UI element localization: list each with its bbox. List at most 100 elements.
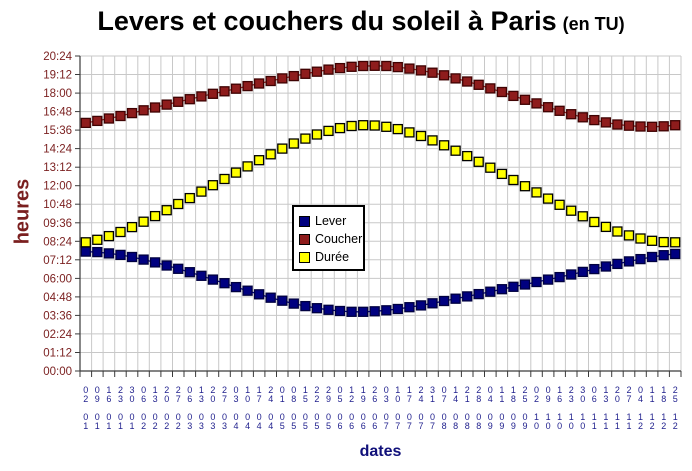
y-tick-label: 00:00 <box>43 366 72 378</box>
x-tick-label: 1 <box>603 421 608 431</box>
marker-duree <box>161 205 172 216</box>
x-tick-label: 1 <box>499 394 504 404</box>
x-tick-label: 1 <box>430 394 435 404</box>
marker-lever <box>600 261 612 272</box>
x-tick-label: 1 <box>280 394 285 404</box>
x-tick-label: 1 <box>257 385 262 395</box>
marker-coucher <box>566 109 577 120</box>
marker-duree <box>300 133 311 144</box>
x-tick-label: 0 <box>95 412 100 422</box>
x-tick-label: 8 <box>661 394 666 404</box>
marker-lever <box>92 246 103 258</box>
marker-duree <box>219 173 230 185</box>
x-tick-label: 0 <box>153 412 158 422</box>
marker-coucher <box>265 75 276 87</box>
x-tick-label: 1 <box>118 421 123 431</box>
x-tick-label: 0 <box>337 385 342 395</box>
marker-lever <box>230 281 242 293</box>
marker-duree <box>600 221 612 233</box>
x-tick-label: 2 <box>314 385 319 395</box>
x-tick-label: 0 <box>522 412 527 422</box>
x-tick-label: 3 <box>384 394 389 404</box>
marker-lever <box>658 250 669 261</box>
marker-lever <box>450 293 461 304</box>
x-tick-label: 0 <box>210 394 215 404</box>
marker-coucher <box>80 117 91 129</box>
x-tick-label: 9 <box>326 394 331 404</box>
marker-duree <box>496 168 508 180</box>
series-coucher <box>80 60 681 132</box>
marker-duree <box>462 150 473 162</box>
x-tick-label: 3 <box>233 394 238 404</box>
marker-coucher <box>184 94 195 105</box>
marker-lever <box>531 276 542 288</box>
y-tick-label: 12:00 <box>43 181 72 193</box>
marker-duree <box>658 236 669 248</box>
x-tick-label: 2 <box>476 385 481 395</box>
x-tick-label: 1 <box>199 385 204 395</box>
x-tick-label: 8 <box>476 394 481 404</box>
marker-coucher <box>623 120 635 131</box>
legend-label-duree: Durée <box>315 250 350 264</box>
marker-duree <box>311 129 323 140</box>
marker-duree <box>404 127 415 138</box>
x-tick-label: 4 <box>453 394 458 404</box>
marker-lever <box>670 248 681 260</box>
marker-lever <box>415 300 427 311</box>
x-tick-label: 1 <box>153 385 158 395</box>
x-tick-label: 6 <box>187 394 192 404</box>
marker-coucher <box>92 115 103 127</box>
x-tick-label: 1 <box>129 421 134 431</box>
x-tick-label: 0 <box>129 412 134 422</box>
marker-duree <box>542 193 554 204</box>
chart-title: Levers et couchers du soleil à Paris (en … <box>0 6 692 37</box>
x-tick-label: 0 <box>592 385 597 395</box>
x-tick-label: 0 <box>407 412 412 422</box>
marker-coucher <box>219 86 230 97</box>
legend-label-coucher: Coucher <box>315 232 363 246</box>
x-tick-label: 2 <box>534 394 539 404</box>
x-tick-label: 1 <box>650 412 655 422</box>
legend-item-lever: Lever <box>299 212 363 230</box>
y-tick-label: 14:24 <box>43 144 72 156</box>
x-tick-label: 0 <box>580 394 585 404</box>
x-tick-label: 1 <box>661 412 666 422</box>
y-tick-label: 03:36 <box>43 310 72 322</box>
y-tick-label: 09:36 <box>43 218 72 230</box>
marker-lever <box>358 306 369 317</box>
marker-duree <box>115 226 126 238</box>
x-tick-label: 2 <box>372 385 377 395</box>
marker-coucher <box>415 65 427 76</box>
x-tick-label: 9 <box>511 421 516 431</box>
marker-coucher <box>473 79 484 90</box>
marker-lever <box>485 286 496 297</box>
x-tick-label: 1 <box>661 385 666 395</box>
x-tick-label: 7 <box>222 394 227 404</box>
x-tick-label: 0 <box>337 412 342 422</box>
x-tick-label: 3 <box>430 385 435 395</box>
marker-duree <box>80 237 91 248</box>
x-tick-label: 1 <box>83 421 88 431</box>
x-tick-label: 5 <box>326 421 331 431</box>
marker-coucher <box>392 61 403 73</box>
coucher-swatch-icon <box>299 233 310 245</box>
marker-coucher <box>542 102 554 113</box>
y-axis-title: heures <box>11 178 34 245</box>
marker-coucher <box>496 86 508 98</box>
x-tick-label: 0 <box>245 412 250 422</box>
x-tick-label: 0 <box>164 394 169 404</box>
x-tick-label: 3 <box>210 421 215 431</box>
marker-coucher <box>658 121 669 132</box>
marker-lever <box>173 263 184 274</box>
x-tick-label: 0 <box>233 385 238 395</box>
x-tick-label: 2 <box>465 385 470 395</box>
marker-duree <box>173 198 184 210</box>
marker-lever <box>207 274 219 285</box>
x-tick-labels: 0201090116012301300106021302200227020603… <box>83 385 677 431</box>
marker-lever <box>508 281 519 292</box>
marker-duree <box>138 216 149 227</box>
x-tick-label: 7 <box>418 421 423 431</box>
marker-coucher <box>149 102 161 113</box>
x-tick-label: 1 <box>395 385 400 395</box>
